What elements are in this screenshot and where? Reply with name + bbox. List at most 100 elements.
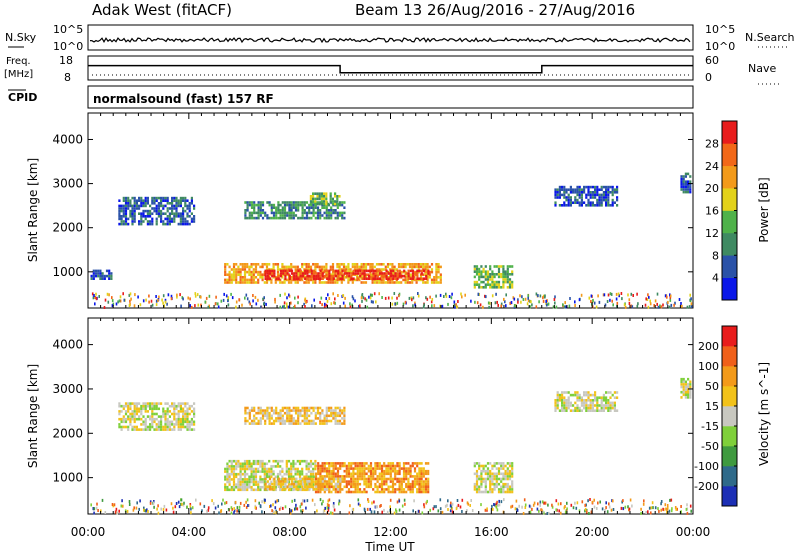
power-cell bbox=[312, 211, 315, 215]
power-cell bbox=[92, 269, 95, 273]
velocity-cell bbox=[186, 407, 189, 411]
power-cell bbox=[330, 206, 333, 209]
power-ground-scatter bbox=[636, 304, 639, 308]
power-ground-scatter bbox=[286, 305, 288, 309]
power-cell bbox=[325, 276, 328, 279]
velocity-cell bbox=[585, 409, 588, 412]
power-cell bbox=[228, 281, 231, 284]
velocity-cell bbox=[367, 482, 370, 486]
velocity-cell bbox=[609, 409, 612, 412]
power-cell bbox=[301, 272, 305, 275]
velocity-cell bbox=[257, 406, 260, 410]
velocity-cell bbox=[336, 406, 339, 410]
power-ground-scatter bbox=[222, 298, 225, 302]
power-cell bbox=[133, 202, 136, 205]
power-cell bbox=[411, 281, 414, 284]
velocity-cell bbox=[367, 477, 370, 481]
power-cell bbox=[323, 192, 326, 195]
power-cell bbox=[376, 274, 379, 278]
power-ground-scatter bbox=[225, 294, 228, 298]
velocity-cell bbox=[504, 464, 507, 468]
power-cell bbox=[243, 268, 247, 271]
velocity-cell bbox=[264, 488, 267, 491]
power-cell bbox=[382, 263, 385, 266]
power-cell bbox=[261, 265, 264, 269]
power-cell bbox=[409, 269, 412, 273]
power-cell bbox=[268, 201, 271, 204]
power-cell bbox=[316, 216, 320, 220]
velocity-ground-scatter bbox=[118, 509, 120, 513]
power-cell bbox=[133, 215, 136, 218]
velocity-cell bbox=[248, 411, 251, 415]
velocity-ground-scatter bbox=[220, 510, 222, 513]
velocity-cell bbox=[135, 404, 138, 408]
velocity-cell bbox=[424, 477, 428, 481]
velocity-cell bbox=[319, 490, 322, 494]
power-cell bbox=[144, 199, 147, 202]
power-cell bbox=[363, 272, 366, 275]
velocity-cell bbox=[294, 422, 298, 425]
velocity-cell bbox=[270, 406, 273, 410]
power-cell bbox=[312, 274, 316, 278]
velocity-ground-scatter bbox=[271, 509, 273, 513]
power-cell bbox=[308, 211, 311, 215]
power-ground-scatter bbox=[688, 305, 691, 309]
power-ground-scatter bbox=[98, 295, 100, 298]
power-ground-scatter bbox=[119, 295, 122, 299]
power-cell bbox=[266, 201, 269, 204]
power-cell bbox=[239, 270, 242, 274]
velocity-ground-scatter bbox=[214, 506, 217, 510]
velocity-cell bbox=[613, 391, 616, 394]
velocity-cell bbox=[495, 462, 498, 465]
velocity-cell bbox=[332, 464, 335, 468]
velocity-cell bbox=[149, 423, 152, 426]
velocity-ground-scatter bbox=[275, 511, 277, 515]
velocity-cell bbox=[250, 406, 254, 410]
power-cell bbox=[422, 268, 425, 271]
velocity-cell bbox=[585, 406, 588, 410]
power-cell bbox=[607, 196, 610, 199]
power-cell bbox=[299, 201, 302, 204]
power-ground-scatter bbox=[112, 302, 115, 306]
velocity-cell bbox=[332, 414, 335, 418]
power-cell bbox=[252, 263, 255, 266]
velocity-cell bbox=[237, 472, 240, 476]
power-cell bbox=[338, 211, 342, 215]
power-cell bbox=[124, 196, 128, 200]
power-ground-scatter bbox=[593, 301, 596, 305]
velocity-cell bbox=[228, 467, 231, 471]
x-tick-label: 00:00 bbox=[71, 525, 106, 539]
velocity-cell bbox=[680, 385, 683, 389]
power-ground-scatter bbox=[648, 295, 650, 299]
velocity-cell bbox=[171, 428, 174, 431]
velocity-ground-scatter bbox=[178, 505, 181, 509]
velocity-cell bbox=[281, 470, 284, 473]
velocity-cell bbox=[504, 475, 507, 478]
velocity-ground-scatter bbox=[246, 498, 249, 502]
velocity-cell bbox=[491, 467, 494, 470]
power-cell bbox=[142, 215, 145, 218]
velocity-cell bbox=[405, 482, 408, 486]
power-cell bbox=[347, 268, 350, 271]
power-cell bbox=[230, 268, 233, 271]
power-ground-scatter bbox=[104, 298, 107, 302]
velocity-cell bbox=[173, 407, 176, 411]
velocity-cell bbox=[594, 396, 597, 399]
velocity-cell bbox=[484, 485, 487, 489]
velocity-cell bbox=[243, 485, 247, 489]
velocity-cell bbox=[396, 464, 399, 468]
power-ground-scatter bbox=[196, 293, 199, 297]
power-ground-scatter bbox=[617, 292, 620, 296]
velocity-cell bbox=[288, 477, 291, 481]
power-ground-scatter bbox=[167, 293, 170, 297]
velocity-cell bbox=[281, 422, 284, 425]
velocity-cell bbox=[332, 488, 335, 491]
power-cell bbox=[179, 212, 182, 215]
power-cell bbox=[288, 201, 291, 204]
power-cell bbox=[279, 272, 283, 275]
power-cell bbox=[295, 272, 298, 275]
power-cell bbox=[347, 281, 350, 284]
velocity-ground-scatter bbox=[658, 509, 660, 513]
power-cell bbox=[157, 207, 160, 210]
velocity-cell bbox=[413, 462, 417, 465]
